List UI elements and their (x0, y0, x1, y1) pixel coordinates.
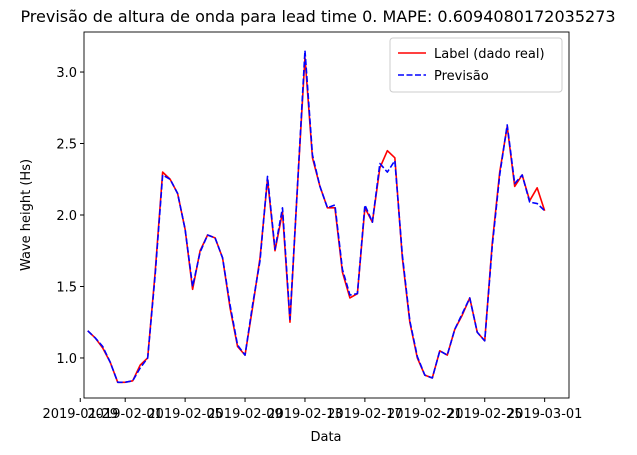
x-tick-label: 2019-02-09 (207, 407, 283, 422)
chart-title: Previsão de altura de onda para lead tim… (20, 7, 615, 26)
x-tick-label: 2019-01-29 (42, 407, 118, 422)
y-tick-label: 3.0 (56, 66, 77, 81)
legend-label: Label (dado real) (434, 47, 545, 62)
x-tick-label: 2019-02-01 (87, 407, 163, 422)
x-tick-label: 2019-02-21 (387, 407, 463, 422)
y-axis-label: Wave height (Hs) (19, 159, 34, 271)
legend-box (389, 37, 563, 93)
x-tick-label: 2019-02-25 (447, 407, 523, 422)
x-tick-label: 2019-02-13 (267, 407, 343, 422)
series-line (87, 49, 546, 384)
x-tick-label: 2019-02-05 (147, 407, 223, 422)
y-tick-label: 2.0 (56, 209, 77, 224)
y-tick-label: 1.0 (56, 352, 77, 367)
x-tick-label: 2019-03-01 (507, 407, 583, 422)
plot-frame (83, 31, 570, 399)
legend: Label (dado real) Previsão (389, 37, 563, 93)
x-axis-label: Data (310, 430, 341, 445)
legend-label: Previsão (434, 69, 489, 84)
series-line (87, 56, 546, 384)
y-tick-label: 2.5 (56, 138, 77, 153)
x-tick-label: 2019-02-17 (327, 407, 403, 422)
y-tick-label: 1.5 (56, 280, 77, 295)
